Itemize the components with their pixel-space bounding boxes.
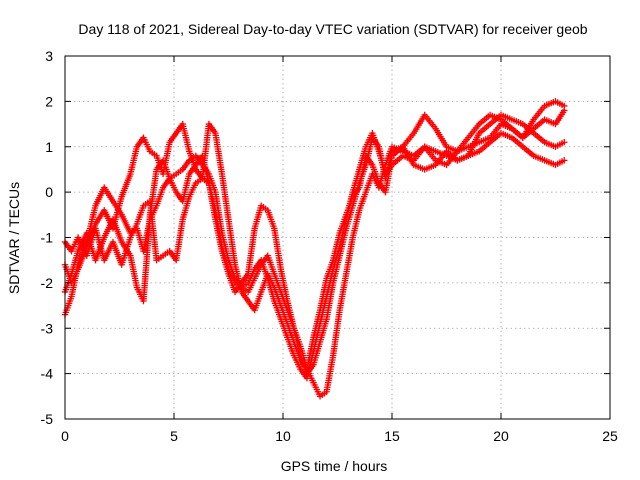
y-tick-labels: -5 -4 -3 -2 -1 0 1 2 3 — [41, 48, 54, 427]
y-tick-label: -3 — [41, 320, 54, 336]
x-tick-label: 20 — [493, 428, 509, 444]
x-tick-label: 25 — [602, 428, 618, 444]
y-tick-label: 1 — [45, 139, 53, 155]
y-tick-label: 0 — [45, 184, 53, 200]
x-tick-label: 5 — [170, 428, 178, 444]
y-tick-label: -1 — [41, 230, 54, 246]
y-tick-label: -2 — [41, 275, 54, 291]
y-tick-label: 3 — [45, 48, 53, 64]
data-point-track-d — [561, 102, 568, 110]
y-tick-label: -4 — [41, 366, 54, 382]
y-tick-label: 2 — [45, 93, 53, 109]
data-point-track-a — [561, 157, 568, 164]
x-axis-label: GPS time / hours — [281, 458, 388, 474]
x-tick-label: 0 — [61, 428, 69, 444]
plot-frame — [64, 55, 611, 420]
y-tick-label: -5 — [41, 411, 54, 427]
data-points — [61, 98, 568, 400]
x-tick-label: 10 — [275, 428, 291, 444]
chart-title: Day 118 of 2021, Sidereal Day-to-day VTE… — [78, 21, 587, 37]
data-point-track-c — [561, 139, 568, 146]
y-axis-label: SDTVAR / TECUs — [6, 182, 22, 294]
x-tick-label: 15 — [384, 428, 400, 444]
x-tick-labels: 0 5 10 15 20 25 — [61, 428, 618, 444]
